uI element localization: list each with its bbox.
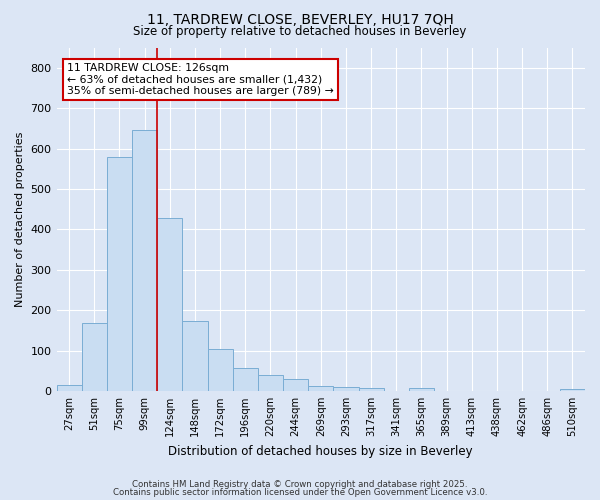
Text: 11, TARDREW CLOSE, BEVERLEY, HU17 7QH: 11, TARDREW CLOSE, BEVERLEY, HU17 7QH [146,12,454,26]
Bar [359,388,383,391]
Y-axis label: Number of detached properties: Number of detached properties [15,132,25,307]
Bar [233,368,258,391]
Bar [334,387,359,391]
Text: Size of property relative to detached houses in Beverley: Size of property relative to detached ho… [133,25,467,38]
Bar [82,323,107,391]
Bar [560,388,585,391]
Bar [182,321,208,391]
Bar [308,386,334,391]
Bar [132,130,157,391]
Text: Contains HM Land Registry data © Crown copyright and database right 2025.: Contains HM Land Registry data © Crown c… [132,480,468,489]
X-axis label: Distribution of detached houses by size in Beverley: Distribution of detached houses by size … [169,444,473,458]
Text: 11 TARDREW CLOSE: 126sqm
← 63% of detached houses are smaller (1,432)
35% of sem: 11 TARDREW CLOSE: 126sqm ← 63% of detach… [67,63,334,96]
Bar [409,388,434,391]
Bar [157,218,182,391]
Bar [258,375,283,391]
Bar [56,385,82,391]
Text: Contains public sector information licensed under the Open Government Licence v3: Contains public sector information licen… [113,488,487,497]
Bar [208,350,233,391]
Bar [107,156,132,391]
Bar [283,379,308,391]
